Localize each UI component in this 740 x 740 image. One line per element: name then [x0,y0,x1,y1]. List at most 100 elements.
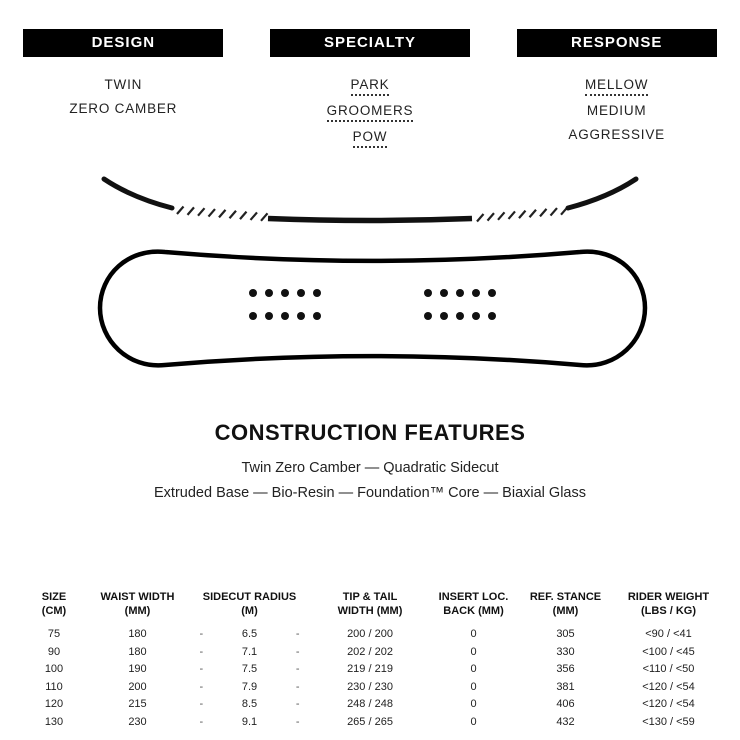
column-header-line2: (M) [241,605,258,617]
sidecut-dash-left: - [199,628,204,640]
table-row: 120 215 - 8.5 - 248 / 248 0 406 <120 / <54 [20,696,725,714]
cell-stance: 432 [556,715,575,728]
attribute-header-response: RESPONSE [516,29,717,57]
sidecut-dash-left: - [199,698,204,710]
column-header-waist: WAIST WIDTH (MM) [88,590,187,618]
attribute-item-label: AGGRESSIVE [568,127,665,142]
construction-line-2: Extruded Base — Bio-Resin — Foundation™ … [154,485,586,501]
insert-dot [249,312,257,320]
column-header-line1: REF. STANCE [529,591,602,603]
attribute-item-label[interactable]: MELLOW [585,77,649,96]
sidecut-value-group: - 6.5 - [198,626,302,644]
cell-sidecut: - 7.9 - [187,679,312,697]
sidecut-dash-left: - [199,663,204,675]
camber-right-tip [565,176,639,211]
sidecut-value: 7.1 [241,645,258,658]
cell-sidecut: - 9.1 - [187,714,312,732]
insert-dot [424,289,432,297]
cell-weight: <100 / <45 [642,645,695,658]
cell-weight: <120 / <54 [642,698,695,710]
cell-waist: 230 [128,715,147,728]
table-row: 130 230 - 9.1 - 265 / 265 0 432 <130 / <59 [20,714,725,732]
insert-dot [265,289,273,297]
cell-sidecut: - 6.5 - [187,626,312,644]
cell-sidecut: - 8.5 - [187,696,312,714]
column-header-tip_tail: TIP & TAIL WIDTH (MM) [312,590,428,618]
sidecut-dash-right: - [295,715,300,728]
cell-size: 75 [47,628,61,640]
cell-weight: <120 / <54 [642,680,695,693]
cell-insert_back: 0 [470,663,477,675]
column-header-weight: RIDER WEIGHT (LBS / KG) [612,590,725,618]
attribute-items-response: MELLOW MEDIUM AGGRESSIVE [493,77,740,144]
insert-dot [313,312,321,320]
cell-size: 120 [44,698,64,710]
attribute-header-specialty: SPECIALTY [270,29,470,57]
sidecut-dash-left: - [199,680,204,693]
column-header-line1: SIDECUT RADIUS [202,591,297,603]
column-header-sidecut: SIDECUT RADIUS (M) [187,590,312,618]
cell-waist: 200 [128,680,147,693]
column-header-size: SIZE (CM) [20,590,88,618]
attribute-column-specialty: SPECIALTY PARK GROOMERS POW [247,29,494,170]
cell-insert_back: 0 [470,715,477,728]
camber-right-hatch [476,206,569,223]
column-header-line1: RIDER WEIGHT [627,591,710,603]
cell-tip_tail: 248 / 248 [347,698,393,710]
cell-stance: 406 [556,698,575,710]
attribute-item: TWIN [0,77,247,94]
camber-flat-middle [267,215,473,224]
cell-stance: 330 [556,645,575,658]
insert-dot [488,312,496,320]
cell-tip_tail: 265 / 265 [347,715,393,728]
attribute-item-label[interactable]: POW [352,129,388,148]
cell-waist: 190 [128,663,147,675]
insert-dot [281,312,289,320]
column-header-line2: (MM) [124,605,151,617]
cell-size: 100 [44,663,64,675]
column-header-line2: (CM) [41,605,67,617]
attribute-item-label[interactable]: PARK [350,77,390,96]
attribute-items-specialty: PARK GROOMERS POW [247,77,494,148]
cell-sidecut: - 7.1 - [187,644,312,662]
cell-tip_tail: 230 / 230 [347,680,393,693]
insert-dot [313,289,321,297]
insert-dot [297,312,305,320]
cell-stance: 381 [556,680,575,693]
column-header-stance: REF. STANCE (MM) [519,590,612,618]
attribute-item-label: TWIN [104,77,143,92]
cell-tip_tail: 202 / 202 [347,645,393,658]
table-row: 90 180 - 7.1 - 202 / 202 0 330 <100 / <45 [20,644,725,662]
table-header-row: SIZE (CM) WAIST WIDTH (MM) SIDECUT RADIUS (M)… [20,590,725,618]
attribute-item-label[interactable]: GROOMERS [326,103,414,122]
sidecut-value-group: - 7.9 - [198,679,302,697]
attribute-item: MELLOW [493,77,740,96]
sidecut-value: 8.5 [241,698,258,710]
attribute-item: POW [247,129,494,148]
sidecut-value: 6.5 [241,628,258,640]
table-row: 110 200 - 7.9 - 230 / 230 0 381 <120 / <54 [20,679,725,697]
insert-dot [488,289,496,297]
construction-title: CONSTRUCTION FEATURES [214,420,526,445]
sidecut-dash-left: - [199,715,204,728]
cell-insert_back: 0 [470,628,477,640]
construction-section: CONSTRUCTION FEATURES Twin Zero Camber —… [0,420,740,502]
insert-dot [472,312,480,320]
insert-dot [472,289,480,297]
cell-waist: 180 [128,645,147,658]
table-row: 100 190 - 7.5 - 219 / 219 0 356 <110 / <50 [20,661,725,679]
cell-tip_tail: 219 / 219 [347,663,393,675]
cell-size: 130 [44,715,64,728]
table-row: 75 180 - 6.5 - 200 / 200 0 305 <90 / <41 [20,626,725,644]
cell-insert_back: 0 [470,680,477,693]
insert-dot [249,289,257,297]
cell-size: 110 [45,680,63,693]
column-header-line2: BACK (MM) [443,605,504,617]
insert-dot [440,312,448,320]
attribute-item: GROOMERS [247,103,494,122]
column-header-line1: TIP & TAIL [342,591,398,603]
attribute-items-design: TWIN ZERO CAMBER [0,77,247,118]
attribute-header-design: DESIGN [23,29,224,57]
sidecut-value-group: - 7.5 - [198,661,302,679]
insert-dot [297,289,305,297]
